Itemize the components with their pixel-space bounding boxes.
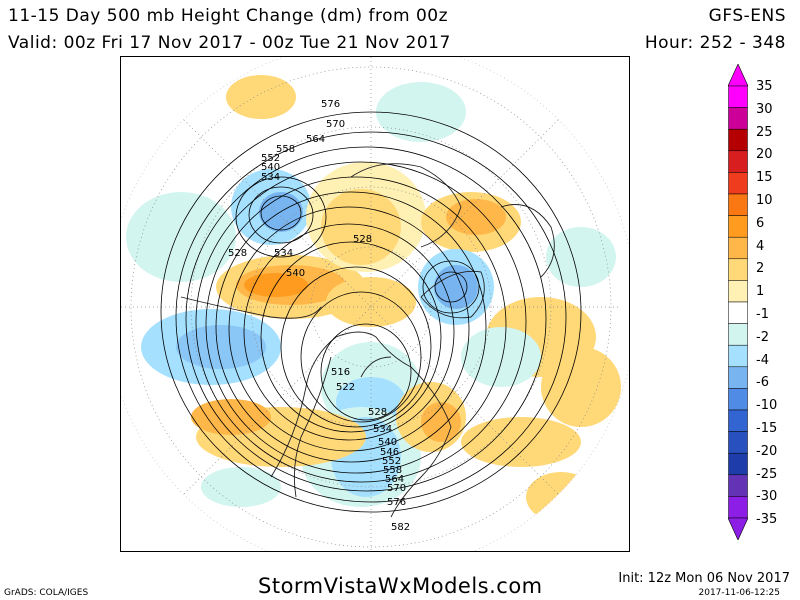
legend-label: -10	[756, 398, 778, 414]
legend-swatch	[728, 258, 748, 281]
legend-swatch	[728, 496, 748, 519]
forecast-hour: Hour: 252 - 348	[644, 33, 786, 53]
contour-label: 516	[331, 367, 350, 378]
legend-label: 6	[756, 215, 765, 231]
legend-swatch	[728, 128, 748, 152]
legend-label: -4	[756, 352, 769, 368]
legend-label: -1	[756, 307, 769, 322]
contour-label: 552	[261, 153, 280, 164]
contour-label: 528	[228, 248, 247, 259]
legend-label: 35	[756, 79, 773, 94]
legend-swatch	[728, 280, 748, 303]
legend-label: 4	[756, 238, 765, 254]
contour-label: 570	[326, 119, 345, 130]
anomaly-shading	[126, 75, 621, 522]
contour-label: 540	[286, 268, 305, 279]
legend-swatch	[728, 431, 748, 454]
contour-label: 564	[306, 134, 325, 145]
legend-arrow-top	[728, 64, 748, 87]
contour-label: 522	[336, 382, 355, 393]
contour-label: 576	[321, 99, 340, 110]
contour-label: 534	[274, 248, 293, 259]
contour-label: 576	[387, 497, 406, 508]
valid-period: Valid: 00z Fri 17 Nov 2017 - 00z Tue 21 …	[8, 33, 451, 53]
legend-label: -15	[756, 421, 778, 436]
legend-swatch	[728, 172, 748, 195]
contour-label: 534	[261, 172, 280, 183]
coastlines	[180, 163, 555, 518]
model-name: GFS-ENS	[708, 6, 786, 26]
legend-swatch	[728, 323, 748, 346]
legend-label: -25	[756, 466, 778, 482]
contour-label: 528	[353, 234, 372, 245]
map-svg: 576 570 564 558 552 540 534 528 534 540 …	[121, 57, 629, 551]
legend-label: 10	[756, 193, 773, 208]
legend-swatch	[728, 366, 748, 389]
contour-label: 552	[382, 456, 401, 467]
legend-swatch	[728, 452, 748, 476]
legend-swatch	[728, 236, 748, 260]
legend-swatch	[728, 107, 748, 130]
legend-label: -20	[756, 443, 778, 459]
contour-label: 546	[380, 447, 399, 458]
legend-arrow-bottom	[728, 517, 748, 540]
legend-swatches	[728, 64, 748, 540]
contour-label: 558	[276, 144, 295, 155]
legend-label: 25	[756, 124, 773, 140]
init-time: Init: 12z Mon 06 Nov 2017	[618, 571, 790, 586]
timestamp: 2017-11-06-12:25	[698, 588, 781, 598]
contour-labels: 576 570 564 558 552 540 534 528 534 540 …	[228, 99, 410, 533]
legend-label: 15	[756, 170, 773, 186]
legend-label: 2	[756, 261, 765, 277]
contour-label: 528	[368, 407, 387, 418]
legend-swatch	[728, 388, 748, 411]
contour-label: 558	[383, 465, 402, 476]
legend-swatch	[728, 474, 748, 497]
legend-swatch	[728, 301, 748, 324]
legend-label: 30	[756, 101, 773, 117]
site-name: StormVistaWxModels.com	[258, 574, 543, 598]
legend-label: 20	[756, 147, 773, 163]
polar-map: 576 570 564 558 552 540 534 528 534 540 …	[120, 56, 630, 552]
legend-swatch	[728, 344, 748, 368]
height-contours	[160, 111, 582, 513]
legend-swatch	[728, 409, 748, 432]
contour-label: 564	[385, 474, 404, 485]
color-legend	[728, 64, 748, 540]
legend-swatch	[728, 150, 748, 173]
legend-label: -35	[756, 512, 778, 528]
contour-label: 534	[373, 424, 392, 435]
legend-label: -30	[756, 489, 778, 505]
contour-label: 570	[387, 483, 406, 494]
legend-label: -2	[756, 329, 769, 345]
chart-title: 11-15 Day 500 mb Height Change (dm) from…	[8, 6, 449, 26]
legend-label: 1	[756, 284, 765, 300]
contour-label: 582	[391, 522, 410, 533]
legend-swatch	[728, 193, 748, 216]
contour-label: 540	[378, 437, 397, 448]
grads-credit: GrADS: COLA/IGES	[4, 588, 89, 598]
legend-swatch	[728, 85, 748, 108]
legend-swatch	[728, 215, 748, 238]
legend-label: -6	[756, 375, 769, 391]
contour-label: 540	[261, 162, 280, 173]
